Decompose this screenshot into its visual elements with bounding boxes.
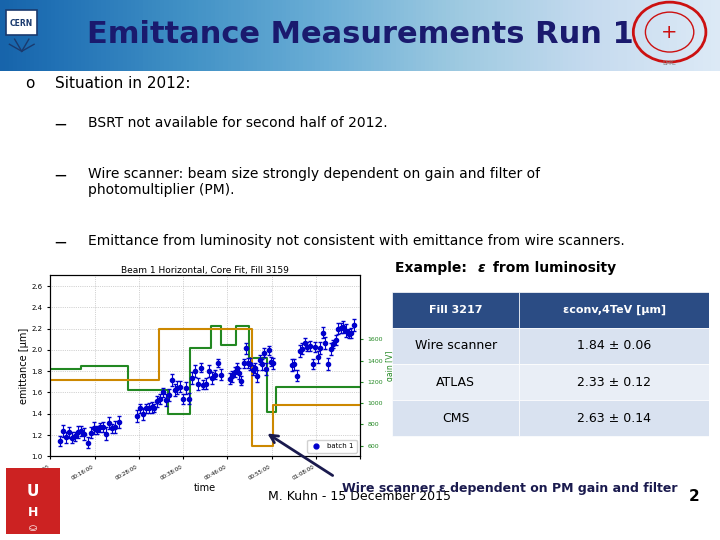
Bar <box>519 328 709 364</box>
Bar <box>519 364 709 400</box>
Text: 2.33 ± 0.12: 2.33 ± 0.12 <box>577 375 651 388</box>
Text: εconv,4TeV [μm]: εconv,4TeV [μm] <box>562 305 666 315</box>
Text: CMS: CMS <box>442 411 469 424</box>
Text: Emittance from luminosity not consistent with emittance from wire scanners.: Emittance from luminosity not consistent… <box>88 234 624 248</box>
Text: −: − <box>53 167 67 185</box>
Text: ATLAS: ATLAS <box>436 375 475 388</box>
Text: CERN: CERN <box>10 19 33 28</box>
Text: 2.63 ± 0.14: 2.63 ± 0.14 <box>577 411 651 424</box>
Text: Wire scanner: Wire scanner <box>415 339 497 352</box>
Text: Emittance Measurements Run 1: Emittance Measurements Run 1 <box>86 20 634 49</box>
Text: +: + <box>662 23 678 42</box>
Text: o: o <box>25 76 35 91</box>
Bar <box>6 468 60 534</box>
Bar <box>392 292 519 328</box>
Text: ⛀: ⛀ <box>29 523 37 534</box>
Text: U: U <box>27 484 40 499</box>
Text: Situation in 2012:: Situation in 2012: <box>55 76 190 91</box>
Text: LHC: LHC <box>662 60 677 66</box>
Text: H: H <box>28 506 38 519</box>
Bar <box>519 400 709 436</box>
Text: 1.84 ± 0.06: 1.84 ± 0.06 <box>577 339 652 352</box>
Bar <box>519 292 709 328</box>
Text: Wire scanner: beam size strongly dependent on gain and filter of
photomultiplier: Wire scanner: beam size strongly depende… <box>88 167 540 197</box>
Text: Fill 3217: Fill 3217 <box>429 305 482 315</box>
Text: Wire scanner ε dependent on PM gain and filter: Wire scanner ε dependent on PM gain and … <box>342 482 678 495</box>
Text: −: − <box>53 234 67 252</box>
Y-axis label: gain [V]: gain [V] <box>386 350 395 381</box>
X-axis label: time: time <box>194 483 216 494</box>
Text: M. Kuhn - 15 December 2015: M. Kuhn - 15 December 2015 <box>269 490 451 503</box>
Text: 2: 2 <box>689 489 700 504</box>
Text: −: − <box>53 116 67 133</box>
FancyBboxPatch shape <box>6 10 37 35</box>
Legend: batch 1: batch 1 <box>307 440 356 453</box>
Title: Beam 1 Horizontal, Core Fit, Fill 3159: Beam 1 Horizontal, Core Fit, Fill 3159 <box>121 266 289 275</box>
Bar <box>392 400 519 436</box>
Text: BSRT not available for second half of 2012.: BSRT not available for second half of 20… <box>88 116 387 130</box>
Text: Example:: Example: <box>395 261 472 275</box>
Bar <box>392 328 519 364</box>
Y-axis label: emittance [μm]: emittance [μm] <box>19 328 29 404</box>
Text: ε: ε <box>477 261 485 275</box>
Bar <box>392 364 519 400</box>
Text: from luminosity: from luminosity <box>488 261 616 275</box>
